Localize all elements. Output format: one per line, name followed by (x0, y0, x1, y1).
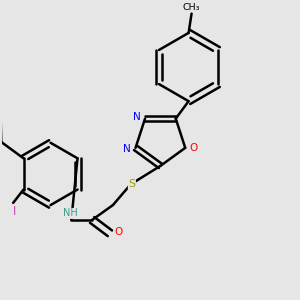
Text: N: N (133, 112, 141, 122)
Text: NH: NH (63, 208, 78, 218)
Text: S: S (128, 179, 135, 189)
Text: N: N (123, 144, 131, 154)
Text: O: O (114, 227, 122, 237)
Text: CH₃: CH₃ (183, 3, 200, 12)
Text: I: I (13, 205, 16, 218)
Text: O: O (189, 143, 198, 153)
